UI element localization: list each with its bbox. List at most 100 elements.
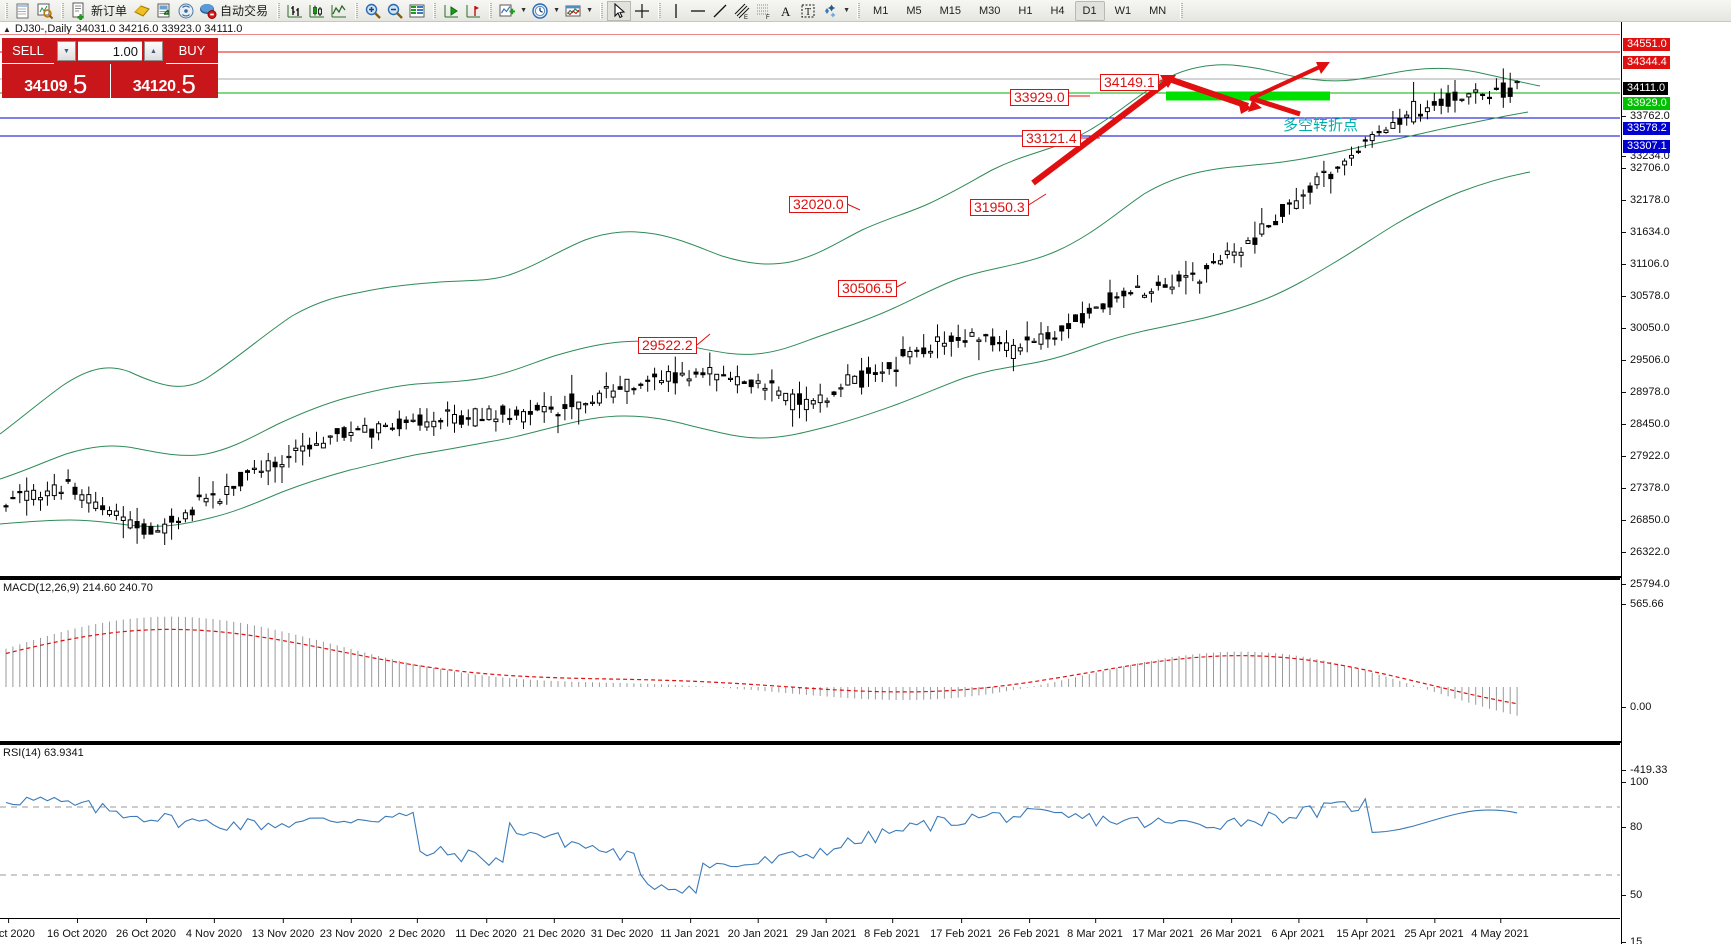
time-tick: 25 Apr 2021 <box>1404 919 1464 940</box>
timeframe-h1[interactable]: H1 <box>1018 4 1033 17</box>
price-tick: 0.00 <box>1622 701 1651 713</box>
one-click-trading-panel[interactable]: SELL ▼ 1.00 ▲ BUY 34109 . 5 34120 . 5 <box>2 38 218 98</box>
timeframe-h4[interactable]: H4 <box>1050 4 1065 17</box>
time-tick: 21 Dec 2020 <box>522 919 586 940</box>
annotation-29522[interactable]: 29522.2 <box>638 337 697 354</box>
buy-price[interactable]: 34120 . 5 <box>110 64 218 98</box>
trendline-icon[interactable] <box>709 0 731 22</box>
data-window-icon[interactable] <box>406 0 428 22</box>
sell-button[interactable]: SELL <box>2 38 54 64</box>
horizontal-line-icon[interactable] <box>687 0 709 22</box>
badge-level-34551: 34551.0 <box>1623 38 1670 51</box>
text-label-icon[interactable]: T <box>797 0 819 22</box>
vertical-line-icon[interactable] <box>665 0 687 22</box>
expert-advisor-icon[interactable] <box>131 0 153 22</box>
zoom-out-icon[interactable] <box>384 0 406 22</box>
chart-collapse-icon[interactable]: ▲ <box>3 24 11 34</box>
annotation-33121[interactable]: 33121.4 <box>1022 130 1081 147</box>
macd-pane[interactable]: MACD(12,26,9) 214.60 240.70 <box>0 578 1620 740</box>
macd-chart-svg <box>5 616 1518 716</box>
timeframe-group: M1 M5 M15 M30 H1 H4 D1 W1 MN <box>864 0 1175 21</box>
price-scale[interactable]: 33762.0 33234.0 32706.0 32178.0 31634.0 31106… <box>1621 22 1731 944</box>
time-tick: 11 Dec 2020 <box>455 919 517 940</box>
shapes-icon[interactable] <box>819 0 841 22</box>
equidistant-channel-icon[interactable]: E <box>731 0 753 22</box>
macd-label: MACD(12,26,9) 214.60 240.70 <box>3 582 153 594</box>
shapes-caret-icon[interactable]: ▼ <box>843 7 850 14</box>
time-tick: 16 Oct 2020 <box>47 919 107 940</box>
templates-icon[interactable] <box>562 0 584 22</box>
timeframe-m1[interactable]: M1 <box>873 4 889 17</box>
volume-decrease-button[interactable]: ▼ <box>57 41 76 61</box>
one-click-top-row: SELL ▼ 1.00 ▲ BUY <box>2 38 218 64</box>
cursor-icon[interactable] <box>607 0 632 21</box>
annotation-31950[interactable]: 31950.3 <box>970 199 1029 216</box>
zoom-in-icon[interactable] <box>362 0 384 22</box>
timeframe-mn[interactable]: MN <box>1149 4 1167 17</box>
toolbar-separator <box>598 2 604 20</box>
price-tick: 29506.0 <box>1622 354 1670 366</box>
time-tick: 31 Dec 2020 <box>590 919 654 940</box>
price-tick: 25794.0 <box>1622 578 1670 590</box>
price-tick: 26322.0 <box>1622 546 1670 558</box>
annotation-turning-point[interactable]: 多空转折点 <box>1283 117 1359 134</box>
period-caret-icon[interactable]: ▼ <box>553 7 560 14</box>
timeframe-m5[interactable]: M5 <box>906 4 922 17</box>
terminal-icon[interactable] <box>153 0 175 22</box>
price-tick: 50 <box>1622 889 1642 901</box>
badge-level-34344: 34344.4 <box>1623 56 1670 69</box>
price-tick: 27922.0 <box>1622 450 1670 462</box>
rsi-pane[interactable]: RSI(14) 63.9341 <box>0 743 1620 918</box>
timeframe-w1[interactable]: W1 <box>1114 4 1132 17</box>
buy-button[interactable]: BUY <box>166 38 218 64</box>
time-tick: 29 Jan 2021 <box>795 919 857 940</box>
timeframe-m30[interactable]: M30 <box>979 4 1001 17</box>
period-clock-icon[interactable] <box>529 0 551 22</box>
volume-stepper[interactable]: ▼ 1.00 ▲ <box>54 38 166 64</box>
badge-level-33929: 33929.0 <box>1623 97 1670 110</box>
volume-input[interactable]: 1.00 <box>78 41 142 61</box>
annotation-34149[interactable]: 34149.1 <box>1100 74 1159 91</box>
timeframe-m15[interactable]: M15 <box>939 4 961 17</box>
sell-price[interactable]: 34109 . 5 <box>2 64 111 98</box>
chart-symbol-header: ▲ DJ30-,Daily 34031.0 34216.0 33923.0 34… <box>0 23 1600 35</box>
autotrading-icon[interactable] <box>197 0 219 22</box>
price-chart-pane[interactable] <box>0 34 1620 577</box>
line-chart-icon[interactable] <box>328 0 350 22</box>
fibonacci-retracement-icon[interactable]: F <box>753 0 775 22</box>
annotation-32020[interactable]: 32020.0 <box>789 196 848 213</box>
add-indicator-caret-icon[interactable]: ▼ <box>520 7 527 14</box>
badge-last-price: 34111.0 <box>1623 82 1669 95</box>
toolbar-separator <box>353 2 359 20</box>
timeframe-d1[interactable]: D1 <box>1074 0 1105 21</box>
auto-scroll-icon[interactable] <box>440 0 462 22</box>
volume-increase-button[interactable]: ▲ <box>144 41 163 61</box>
chart-shift-icon[interactable] <box>462 0 484 22</box>
time-tick: 13 Nov 2020 <box>251 919 315 940</box>
rsi-chart-svg <box>0 796 1620 895</box>
rsi-label: RSI(14) 63.9341 <box>3 747 84 759</box>
text-icon[interactable]: A <box>775 0 797 22</box>
chart-symbol-label: DJ30-,Daily <box>14 23 72 35</box>
crosshair-icon[interactable] <box>631 0 653 22</box>
signal-icon[interactable] <box>175 0 197 22</box>
bar-chart-icon[interactable] <box>284 0 306 22</box>
candlestick-chart-icon[interactable] <box>306 0 328 22</box>
price-tick: 32706.0 <box>1622 162 1670 174</box>
add-indicator-icon[interactable] <box>496 0 518 22</box>
templates-caret-icon[interactable]: ▼ <box>586 7 593 14</box>
annotation-30506[interactable]: 30506.5 <box>838 280 897 297</box>
chart-inspect-icon[interactable] <box>34 0 56 22</box>
price-tick: 26850.0 <box>1622 514 1670 526</box>
annotation-33929[interactable]: 33929.0 <box>1010 89 1069 106</box>
time-scale[interactable]: 7 Oct 2020 16 Oct 2020 26 Oct 2020 4 Nov 20… <box>0 918 1620 944</box>
toolbar-separator <box>855 2 861 20</box>
new-chart-icon[interactable] <box>12 0 34 22</box>
price-tick: 32178.0 <box>1622 194 1670 206</box>
new-order-icon[interactable] <box>68 0 90 22</box>
buy-price-integer: 34120 <box>132 78 176 95</box>
price-tick: 30050.0 <box>1622 322 1670 334</box>
svg-text:F: F <box>766 15 770 20</box>
buy-price-decimal-point: . <box>176 81 181 96</box>
time-tick: 23 Nov 2020 <box>319 919 383 940</box>
